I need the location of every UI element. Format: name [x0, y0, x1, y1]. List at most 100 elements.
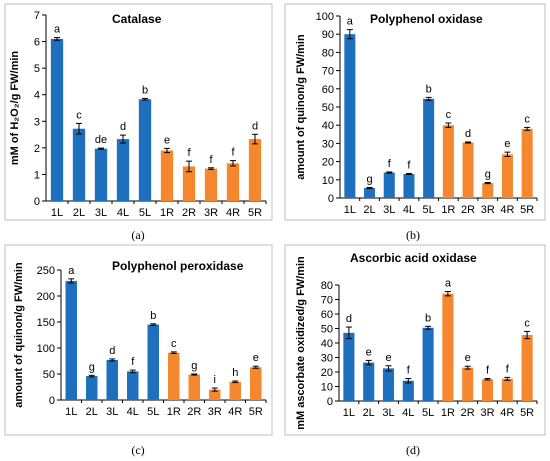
significance-letter: c: [76, 109, 82, 121]
panel-catalase: Catalase (a) 0 1 2 3 4 5 6 7 mM of H₂O₂/g FW/min…: [4, 3, 273, 242]
panel-caption: (d): [406, 443, 420, 457]
bar: [403, 173, 415, 198]
bar: [364, 187, 376, 198]
x-tick-label: 4R: [500, 407, 514, 419]
significance-letter: b: [426, 83, 432, 95]
y-tick-label: 80: [321, 280, 333, 292]
y-tick-label: 5: [34, 63, 40, 75]
y-tick-label: 30: [322, 138, 334, 150]
x-tick-label: 3L: [382, 407, 394, 419]
x-tick-label: 5L: [423, 204, 435, 216]
bar: [116, 139, 130, 201]
x-tick-label: 5L: [422, 407, 434, 419]
y-tick-label: 50: [43, 369, 55, 381]
x-tick-label: 4R: [500, 204, 514, 216]
y-tick-label: 50: [321, 324, 333, 336]
significance-letter: d: [120, 121, 126, 133]
bar: [501, 378, 513, 401]
x-tick-label: 5L: [147, 406, 159, 418]
panel-frame: [4, 244, 273, 436]
x-tick-label: 5R: [520, 204, 534, 216]
y-tick-label: 60: [322, 84, 334, 96]
panel-frame: [284, 244, 546, 436]
bar: [204, 168, 218, 201]
y-tick-label: 70: [322, 66, 334, 78]
bar: [160, 150, 174, 201]
bar: [462, 367, 474, 401]
x-tick-label: 2R: [187, 406, 201, 418]
y-tick-label: 90: [322, 29, 334, 41]
y-tick-label: 200: [37, 291, 55, 303]
x-tick-label: 3R: [204, 207, 218, 219]
panel-caption: (a): [131, 228, 144, 242]
significance-letter: f: [131, 356, 135, 368]
significance-letter: g: [89, 361, 95, 373]
y-tick-label: 3: [34, 116, 40, 128]
bar: [168, 352, 180, 400]
x-tick-label: 1R: [167, 406, 181, 418]
significance-letter: a: [445, 278, 452, 290]
panel-caption: (c): [131, 443, 144, 457]
significance-letter: f: [407, 365, 411, 377]
x-tick-label: 2L: [363, 407, 375, 419]
bar: [521, 335, 533, 401]
x-tick-label: 5R: [248, 207, 262, 219]
x-tick-label: 4R: [226, 207, 240, 219]
y-tick-label: 0: [34, 196, 40, 208]
significance-letter: a: [68, 265, 75, 277]
significance-letter: f: [407, 159, 411, 171]
x-tick-label: 5R: [520, 407, 534, 419]
bar: [422, 327, 434, 401]
y-tick-label: 60: [321, 309, 333, 321]
bar: [182, 166, 196, 201]
x-tick-label: 1L: [65, 406, 77, 418]
significance-letter: i: [214, 374, 216, 386]
significance-letter: c: [524, 113, 530, 125]
y-tick-label: 0: [328, 193, 334, 205]
x-tick-label: 1R: [441, 204, 455, 216]
x-tick-label: 1L: [343, 407, 355, 419]
y-axis-label: mM of H₂O₂/g FW/min: [9, 51, 21, 166]
y-tick-label: 30: [321, 353, 333, 365]
x-tick-label: 2R: [461, 204, 475, 216]
significance-letter: e: [465, 352, 471, 364]
bar: [147, 324, 159, 400]
x-tick-label: 3L: [106, 406, 118, 418]
significance-letter: d: [346, 313, 352, 325]
x-tick-label: 1L: [344, 204, 356, 216]
bar: [86, 376, 98, 400]
significance-letter: e: [366, 346, 372, 358]
chart-title: Polyphenol oxidase: [370, 12, 483, 26]
panel-caption: (b): [406, 228, 420, 242]
y-tick-label: 0: [327, 396, 333, 408]
x-tick-label: 1L: [51, 207, 63, 219]
significance-letter: e: [504, 138, 510, 150]
x-tick-label: 4L: [403, 204, 415, 216]
bar: [481, 379, 494, 401]
bar: [248, 139, 262, 201]
panel-ascorbic-acid-oxidase: Ascorbic acid oxidase (d) 0 10 20 30 40 50 60 7…: [284, 244, 546, 457]
x-tick-label: 3L: [383, 204, 395, 216]
x-tick-label: 4L: [127, 406, 139, 418]
significance-letter: e: [164, 134, 170, 146]
y-tick-label: 100: [37, 343, 55, 355]
y-axis-label: amount of quinon/g FW/min: [13, 262, 25, 408]
panel-frame: [284, 3, 546, 221]
x-tick-label: 2R: [461, 407, 475, 419]
y-tick-label: 100: [316, 11, 334, 23]
significance-letter: f: [187, 147, 191, 159]
bar: [382, 368, 395, 401]
significance-letter: g: [191, 360, 197, 372]
x-tick-label: 3R: [481, 204, 495, 216]
x-tick-label: 5R: [249, 406, 263, 418]
chart-title: Ascorbic acid oxidase: [350, 251, 477, 265]
significance-letter: g: [366, 173, 372, 185]
x-tick-label: 3L: [95, 207, 107, 219]
x-tick-label: 1R: [160, 207, 174, 219]
significance-letter: b: [425, 312, 431, 324]
x-tick-label: 2L: [73, 207, 85, 219]
bar: [442, 125, 454, 198]
significance-letter: c: [524, 317, 530, 329]
bar: [72, 128, 86, 201]
